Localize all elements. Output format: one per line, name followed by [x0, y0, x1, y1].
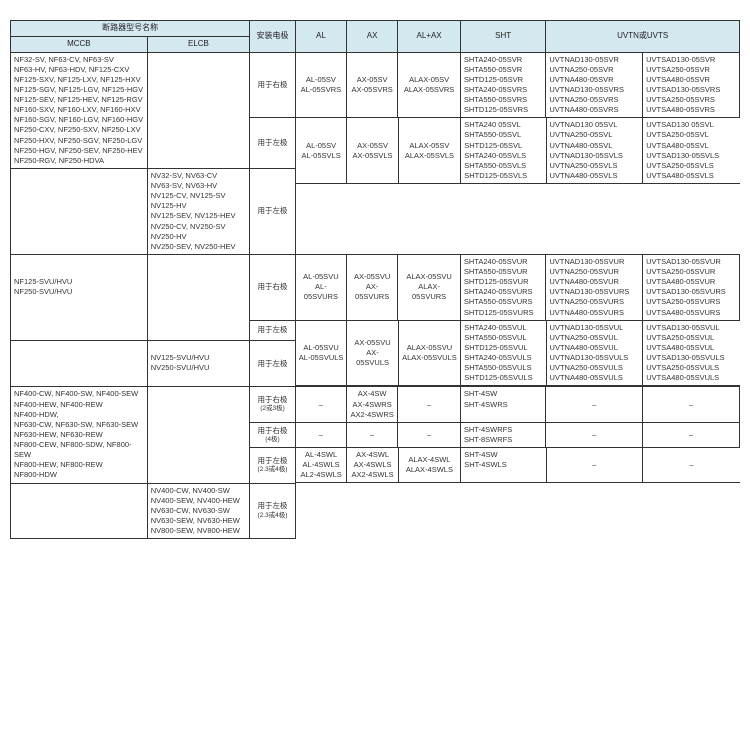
- cell-dash: –: [295, 387, 346, 422]
- cell-pole: 用于左极: [250, 320, 296, 340]
- cell-dash: –: [546, 387, 643, 422]
- cell-uvt2: UVTSAD130-05SVURUVTSA250-05SVURUVTSA480-…: [643, 254, 740, 320]
- cell-ax: AX-4SWAX-4SWRSAX2-4SWRS: [347, 387, 398, 422]
- merged-wrapper: AL-05SVUAL-05SVULS AX-05SVUAX-05SVULS AL…: [295, 320, 739, 387]
- merged-wrapper: AL-05SVAL-05SVLS AX-05SVAX-05SVLS ALAX-0…: [295, 118, 739, 255]
- table-row: NF125-SVU/HVUNF250-SVU/HVU 用于右极 AL-05SVU…: [11, 254, 740, 320]
- cell-dash: –: [347, 422, 398, 447]
- merged-wrapper: AL-4SWLAL-4SWLSAL2-4SWLS AX-4SWLAX-4SWLS…: [295, 448, 739, 539]
- header-mccb: MCCB: [11, 36, 148, 52]
- cell-dash: –: [546, 422, 643, 447]
- cell-elcb: NV32-SV, NV63-CVNV63-SV, NV63-HVNV125-CV…: [147, 168, 250, 254]
- header-al: AL: [295, 21, 346, 53]
- header-elcb: ELCB: [147, 36, 250, 52]
- header-breaker-model: 断路器型号名称: [11, 21, 250, 37]
- cell-sht: SHTA240-05SVURSHTA550-05SVURSHTD125-05SV…: [460, 254, 545, 320]
- cell-al: AL-05SVAL-05SVRS: [295, 52, 346, 118]
- cell-alax: ALAX-05SVUALAX-05SVULS: [398, 321, 461, 386]
- cell-al: AL-4SWLAL-4SWLSAL2-4SWLS: [296, 448, 347, 483]
- header-ax: AX: [347, 21, 398, 53]
- cell-pole: 用于左极(2.3或4极): [250, 448, 296, 484]
- cell-ax: AX-05SVAX-05SVRS: [347, 52, 398, 118]
- cell-alax: ALAX-05SVALAX-05SVRS: [398, 52, 461, 118]
- cell-elcb-empty: [147, 387, 250, 483]
- cell-dash: –: [398, 422, 461, 447]
- cell-uvt1: UVTNAD130-05SVURUVTNA250-05SVURUVTNA480-…: [546, 254, 643, 320]
- cell-al: AL-05SVUAL-05SVURS: [295, 254, 346, 320]
- cell-al: AL-05SVAL-05SVLS: [296, 118, 347, 183]
- cell-mccb-empty: [11, 483, 148, 539]
- cell-mccb: NF125-SVU/HVUNF250-SVU/HVU: [11, 254, 148, 340]
- cell-dash: –: [546, 448, 643, 483]
- cell-alax: ALAX-05SVUALAX-05SVURS: [398, 254, 461, 320]
- cell-mccb: NF400-CW, NF400-SW, NF400-SEWNF400-HEW, …: [11, 387, 148, 483]
- cell-ax: AX-05SVAX-05SVLS: [347, 118, 398, 183]
- cell-mccb-empty: [11, 340, 148, 387]
- cell-dash: –: [643, 448, 740, 483]
- cell-elcb: NV125-SVU/HVUNV250-SVU/HVU: [147, 340, 250, 387]
- table-header: 断路器型号名称 安装电极 AL AX AL+AX SHT UVTN或UVTS M…: [11, 21, 740, 53]
- cell-ax: AX-4SWLAX-4SWLSAX2-4SWLS: [347, 448, 398, 483]
- header-alax: AL+AX: [398, 21, 461, 53]
- cell-sht: SHT-4SWSHT-4SWRS: [460, 387, 545, 422]
- header-sht: SHT: [460, 21, 545, 53]
- cell-uvt1: UVTNAD130-05SVRUVTNA250-05SVRUVTNA480-05…: [546, 52, 643, 118]
- cell-sht: SHT-4SWSHT-4SWLS: [461, 448, 546, 483]
- cell-dash: –: [295, 422, 346, 447]
- cell-pole: 用于左极: [250, 340, 296, 387]
- cell-sht: SHTA240-05SVRSHTA550-05SVRSHTD125-05SVRS…: [460, 52, 545, 118]
- cell-pole: 用于左极(2.3或4极): [250, 483, 296, 539]
- cell-alax: ALAX-4SWLALAX-4SWLS: [398, 448, 461, 483]
- cell-al: AL-05SVUAL-05SVULS: [296, 321, 347, 386]
- cell-pole: 用于右极: [250, 254, 296, 320]
- cell-elcb-empty: [147, 254, 250, 340]
- cell-dash: –: [398, 387, 461, 422]
- cell-uvt1: UVTNAD130 05SVLUVTNA250-05SVLUVTNA480-05…: [546, 118, 643, 183]
- cell-uvt2: UVTSAD130 05SVLUVTSA250-05SVLUVTSA480-05…: [643, 118, 740, 183]
- cell-ax: AX-05SVUAX-05SVURS: [347, 254, 398, 320]
- cell-pole: 用于左极: [250, 118, 296, 169]
- cell-elcb-empty: [147, 52, 250, 168]
- spec-table: 断路器型号名称 安装电极 AL AX AL+AX SHT UVTN或UVTS M…: [10, 20, 740, 539]
- cell-uvt2: UVTSAD130-05SVULUVTSA250-05SVULUVTSA480-…: [643, 321, 740, 386]
- cell-pole: 用于左极: [250, 168, 296, 254]
- cell-uvt1: UVTNAD130-05SVULUVTNA250-05SVULUVTNA480-…: [546, 321, 643, 386]
- cell-alax: ALAX-05SVALAX-05SVLS: [398, 118, 461, 183]
- cell-pole: 用于右极(2或3极): [250, 387, 296, 422]
- cell-pole: 用于右极: [250, 52, 296, 118]
- header-pole: 安装电极: [250, 21, 296, 53]
- cell-uvt2: UVTSAD130-05SVRUVTSA250-05SVRUVTSA480-05…: [643, 52, 740, 118]
- cell-mccb: NF32-SV, NF63-CV, NF63-SVNF63-HV, NF63-H…: [11, 52, 148, 168]
- cell-elcb: NV400-CW, NV400-SWNV400-SEW, NV400-HEWNV…: [147, 483, 250, 539]
- table-row: NF32-SV, NF63-CV, NF63-SVNF63-HV, NF63-H…: [11, 52, 740, 118]
- cell-pole: 用于右极(4极): [250, 422, 296, 447]
- header-uvt: UVTN或UVTS: [546, 21, 740, 53]
- cell-ax: AX-05SVUAX-05SVULS: [347, 321, 398, 386]
- cell-sht: SHT-4SWRFSSHT-8SWRFS: [460, 422, 545, 447]
- table-row: NF400-CW, NF400-SW, NF400-SEWNF400-HEW, …: [11, 387, 740, 422]
- cell-sht: SHTA240 05SVLSHTA550-05SVLSHTD125-05SVLS…: [461, 118, 546, 183]
- cell-sht: SHTA240-05SVULSHTA550-05SVULSHTD125-05SV…: [461, 321, 546, 386]
- cell-mccb-empty: [11, 168, 148, 254]
- cell-dash: –: [643, 422, 740, 447]
- cell-dash: –: [643, 387, 740, 422]
